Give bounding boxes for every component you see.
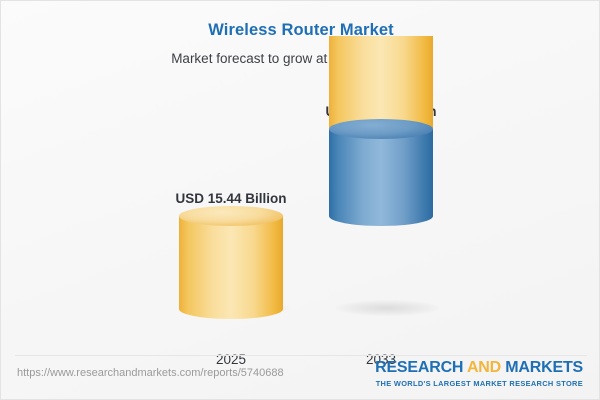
bar-segment-base[interactable]	[179, 206, 283, 319]
segment-bottom-cap	[329, 206, 433, 226]
page-title: Wireless Router Market	[208, 21, 394, 39]
bar-segment-growth[interactable]	[329, 119, 433, 226]
logo-wordmark: RESEARCH AND MARKETS	[375, 359, 583, 377]
chart-subtitle: Market forecast to grow at a CAGR of 8.6…	[171, 51, 431, 66]
logo-word-markets: MARKETS	[505, 359, 583, 376]
segment-top-cap	[179, 206, 283, 226]
bar-value-label: USD 15.44 Billion	[175, 191, 287, 206]
bar-group-2033: USD 29.92 Billion 2033	[306, 36, 456, 367]
brand-logo[interactable]: RESEARCH AND MARKETS THE WORLD'S LARGEST…	[375, 359, 583, 388]
segment-body	[329, 129, 433, 216]
cylinder-2025	[179, 206, 289, 319]
logo-tagline: THE WORLD'S LARGEST MARKET RESEARCH STOR…	[375, 379, 583, 388]
footer-divider	[15, 355, 587, 356]
cylinder-2033	[329, 36, 439, 316]
report-url-link[interactable]: https://www.researchandmarkets.com/repor…	[17, 367, 284, 379]
bar-segment-base[interactable]	[329, 36, 433, 139]
logo-word-research: RESEARCH	[375, 359, 464, 376]
bar-group-2025: USD 15.44 Billion 2025	[156, 81, 306, 367]
segment-bottom-cap	[179, 299, 283, 319]
plot-area: USD 15.44 Billion 2025 USD 29.92 Billion	[1, 36, 599, 367]
segment-body	[329, 36, 433, 129]
segment-body	[179, 216, 283, 309]
logo-word-and: AND	[466, 359, 502, 376]
cylinder-shadow	[335, 300, 439, 316]
segment-top-cap	[329, 119, 433, 139]
